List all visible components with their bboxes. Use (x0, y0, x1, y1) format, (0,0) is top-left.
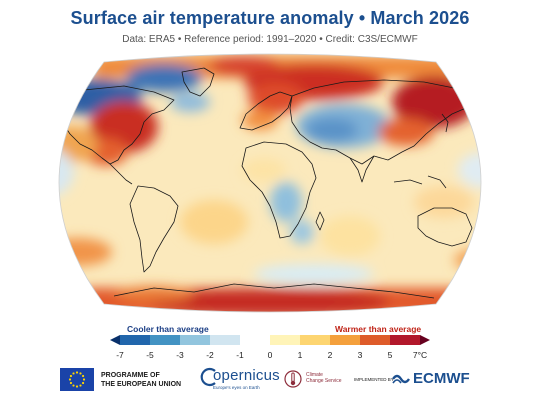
cooler-label: Cooler than average (127, 324, 209, 334)
climate-service-text: Climate Change Service (306, 372, 346, 384)
colorbar-arrow-warm (420, 335, 430, 345)
anomaly-field (59, 54, 481, 312)
colorbar-tick-label: -3 (176, 350, 184, 360)
eu-star (81, 381, 85, 385)
colorbar-ticks: -7 -5 -3 -2 -1 0 1 2 3 5 7°C (110, 350, 430, 362)
copernicus-tagline: Europe's eyes on Earth (213, 385, 260, 390)
logo-strip: PROGRAMME OF THE EUROPEAN UNION opernicu… (0, 366, 540, 394)
colorbar-segment (180, 335, 211, 345)
colorbar (110, 335, 430, 345)
eu-star (72, 384, 75, 387)
colorbar-tick-label: 5 (387, 350, 393, 360)
colorbar-segment (240, 335, 271, 345)
eu-star (79, 384, 82, 387)
climate-service-icon (283, 369, 303, 389)
colorbar-tick-label: 7°C (412, 350, 428, 360)
colorbar-tick-label: -5 (146, 350, 154, 360)
eu-star (69, 381, 73, 385)
colorbar-tick-label: -2 (206, 350, 214, 360)
ecmwf-swirl-icon (391, 371, 411, 387)
copernicus-logo: opernicus Europe's eyes on Earth (200, 366, 280, 394)
copernicus-c-icon (200, 367, 216, 387)
colorbar-segment (120, 335, 151, 345)
climate-service-line-2: Change Service (306, 378, 342, 384)
eu-star (82, 378, 86, 381)
colorbar-tick-label: 2 (327, 350, 333, 360)
warmer-label: Warmer than average (335, 324, 422, 334)
eu-star (75, 385, 79, 388)
colorbar-segment (210, 335, 241, 345)
copernicus-name: opernicus (213, 367, 280, 384)
eu-programme-text: PROGRAMME OF THE EUROPEAN UNION (101, 371, 211, 389)
eu-star (75, 371, 79, 374)
colorbar-segment (300, 335, 331, 345)
coastlines (59, 67, 475, 299)
eu-star (72, 372, 75, 375)
climate-service-line-1: Climate (306, 372, 323, 378)
eu-star (81, 374, 85, 378)
eu-star (69, 374, 73, 378)
colorbar-segment (390, 335, 421, 345)
colorbar-segment (270, 335, 301, 345)
colorbar-arrow-cold (110, 335, 120, 345)
colorbar-segment (360, 335, 391, 345)
chart-subtitle: Data: ERA5 • Reference period: 1991–2020… (122, 34, 418, 45)
eu-flag-icon (60, 368, 94, 391)
ecmwf-name: ECMWF (413, 370, 470, 387)
chart-title: Surface air temperature anomaly • March … (70, 8, 470, 28)
world-anomaly-map (14, 52, 526, 314)
colorbar-segment (150, 335, 181, 345)
colorbar-tick-label: 0 (267, 350, 273, 360)
colorbar-tick-label: 3 (357, 350, 363, 360)
colorbar-tick-label: 1 (297, 350, 303, 360)
colorbar-segment (330, 335, 361, 345)
implemented-by-text: IMPLEMENTED BY (354, 377, 394, 382)
colorbar-tick-label: -7 (116, 350, 124, 360)
eu-line-1: PROGRAMME OF (101, 372, 160, 379)
eu-star (68, 378, 72, 381)
eu-line-2: THE EUROPEAN UNION (101, 381, 182, 388)
eu-star (79, 372, 82, 375)
colorbar-tick-label: -1 (236, 350, 244, 360)
